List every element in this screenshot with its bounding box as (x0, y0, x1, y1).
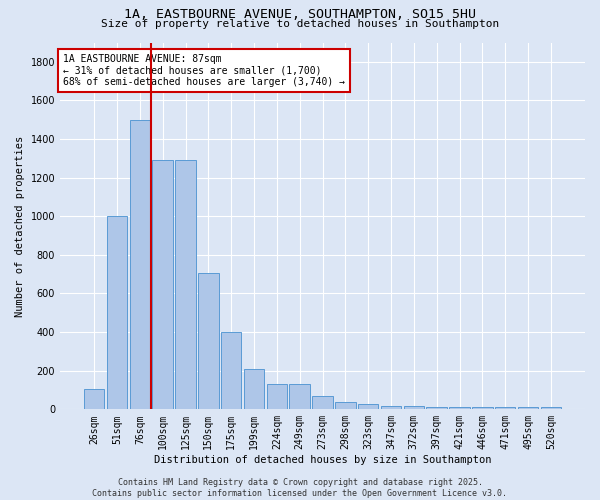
Text: 1A, EASTBOURNE AVENUE, SOUTHAMPTON, SO15 5HU: 1A, EASTBOURNE AVENUE, SOUTHAMPTON, SO15… (124, 8, 476, 20)
X-axis label: Distribution of detached houses by size in Southampton: Distribution of detached houses by size … (154, 455, 491, 465)
Bar (472, 408, 493, 410)
Bar (358, 404, 379, 409)
Bar (541, 408, 561, 410)
Bar (381, 406, 401, 410)
Bar (130, 120, 150, 410)
Bar (221, 332, 241, 409)
Bar (289, 384, 310, 409)
Bar (312, 396, 333, 409)
Bar (175, 160, 196, 410)
Bar (266, 384, 287, 409)
Bar (495, 408, 515, 410)
Bar (518, 408, 538, 410)
Bar (152, 160, 173, 410)
Bar (335, 402, 356, 409)
Bar (244, 369, 264, 410)
Bar (198, 273, 218, 409)
Bar (107, 216, 127, 410)
Text: Size of property relative to detached houses in Southampton: Size of property relative to detached ho… (101, 19, 499, 29)
Bar (449, 408, 470, 410)
Bar (84, 389, 104, 409)
Bar (404, 406, 424, 410)
Y-axis label: Number of detached properties: Number of detached properties (15, 136, 25, 316)
Text: Contains HM Land Registry data © Crown copyright and database right 2025.
Contai: Contains HM Land Registry data © Crown c… (92, 478, 508, 498)
Text: 1A EASTBOURNE AVENUE: 87sqm
← 31% of detached houses are smaller (1,700)
68% of : 1A EASTBOURNE AVENUE: 87sqm ← 31% of det… (62, 54, 344, 86)
Bar (427, 408, 447, 410)
